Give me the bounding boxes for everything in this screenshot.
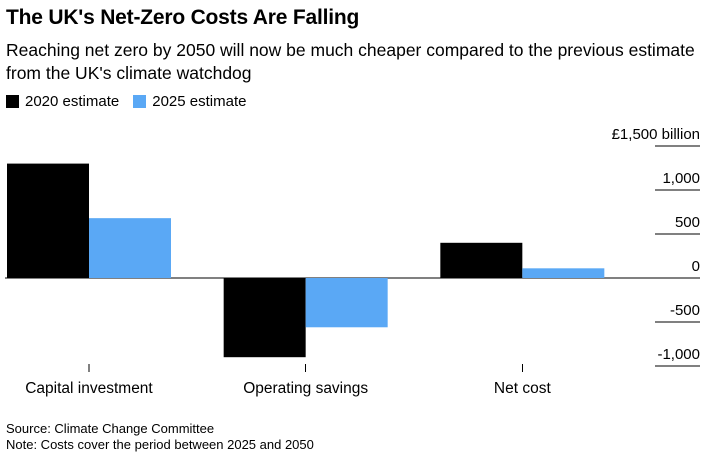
y-tick-label: -500: [670, 302, 700, 319]
legend-swatch-2020: [6, 95, 19, 108]
y-tick-label: 1,000: [662, 170, 700, 187]
bar-2020-capital-investment: [7, 163, 89, 278]
bar-2025-operating-savings: [305, 278, 388, 328]
bar-2020-net-cost: [440, 242, 523, 278]
y-tick-label: -1,000: [657, 346, 700, 363]
x-category-label: Net cost: [494, 380, 552, 397]
chart-title: The UK's Net-Zero Costs Are Falling: [6, 6, 360, 29]
bar-2020-operating-savings: [223, 278, 306, 358]
x-category-label: Operating savings: [243, 380, 368, 397]
legend-label-2025: 2025 estimate: [152, 93, 247, 110]
source-note: Source: Climate Change Committee: [6, 421, 215, 436]
y-tick-label: £1,500 billion: [612, 126, 700, 143]
y-tick-label: 500: [675, 214, 700, 231]
y-tick-label: 0: [692, 258, 700, 275]
x-category-label: Capital investment: [25, 380, 153, 397]
bar-2025-capital-investment: [89, 218, 171, 278]
legend-label-2020: 2020 estimate: [25, 93, 120, 110]
footnote: Note: Costs cover the period between 202…: [6, 437, 314, 452]
legend-item-2020: 2020 estimate: [6, 93, 119, 110]
chart-subtitle: Reaching net zero by 2050 will now be mu…: [6, 40, 695, 83]
legend: 2020 estimate 2025 estimate: [6, 93, 260, 110]
legend-swatch-2025: [133, 95, 147, 108]
legend-item-2025: 2025 estimate: [133, 93, 246, 110]
bar-2025-net-cost: [522, 268, 605, 278]
